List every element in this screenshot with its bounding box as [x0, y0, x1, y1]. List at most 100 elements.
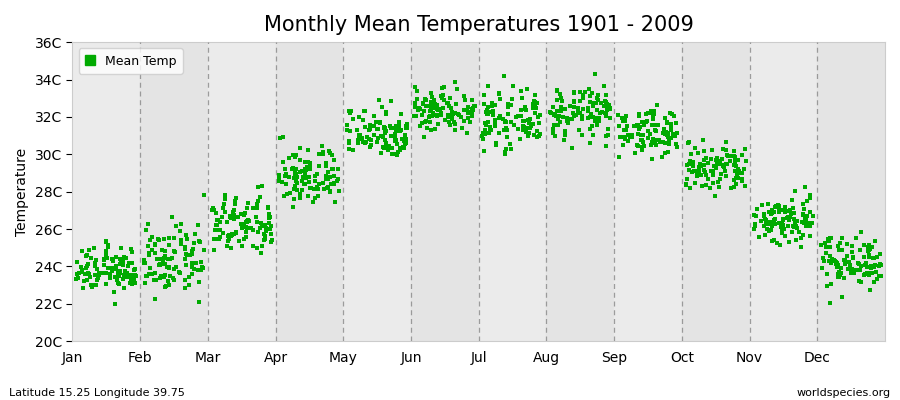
- Point: [480, 106, 494, 113]
- Point: [845, 266, 859, 272]
- Point: [782, 217, 796, 224]
- Point: [867, 279, 881, 285]
- Point: [649, 137, 663, 144]
- Point: [625, 132, 639, 138]
- Point: [173, 270, 187, 276]
- Point: [419, 96, 434, 103]
- Point: [142, 265, 157, 272]
- Point: [727, 161, 742, 168]
- Point: [444, 105, 458, 111]
- Point: [374, 104, 389, 110]
- Point: [364, 142, 379, 148]
- Point: [713, 160, 727, 166]
- Point: [783, 214, 797, 220]
- Point: [728, 168, 742, 174]
- Point: [394, 111, 409, 117]
- Point: [223, 212, 238, 219]
- Point: [567, 98, 581, 104]
- Point: [423, 108, 437, 114]
- Point: [477, 101, 491, 107]
- Point: [698, 155, 713, 162]
- Point: [158, 284, 172, 291]
- Point: [636, 132, 651, 138]
- Point: [324, 181, 338, 188]
- Point: [434, 112, 448, 118]
- Point: [870, 254, 885, 260]
- Point: [550, 108, 564, 114]
- Point: [526, 101, 540, 108]
- Point: [867, 254, 881, 261]
- Point: [868, 262, 882, 268]
- Point: [694, 162, 708, 169]
- Point: [822, 238, 836, 244]
- Point: [500, 125, 514, 131]
- Point: [119, 274, 133, 281]
- Point: [322, 148, 337, 154]
- Point: [77, 278, 92, 284]
- Point: [554, 104, 568, 110]
- Point: [767, 237, 781, 243]
- Point: [518, 106, 532, 113]
- Point: [182, 273, 196, 280]
- Point: [226, 212, 240, 218]
- Point: [842, 266, 856, 272]
- Point: [215, 229, 230, 236]
- Point: [764, 227, 778, 233]
- Point: [288, 154, 302, 161]
- Point: [369, 139, 383, 146]
- Point: [830, 264, 844, 270]
- Point: [634, 119, 649, 126]
- Point: [477, 120, 491, 126]
- Point: [640, 118, 654, 124]
- Point: [794, 234, 808, 241]
- Point: [724, 152, 738, 159]
- Point: [454, 114, 469, 120]
- Point: [321, 169, 336, 175]
- Point: [860, 270, 874, 276]
- Point: [655, 154, 670, 161]
- Point: [493, 112, 508, 119]
- Point: [308, 178, 322, 184]
- Point: [866, 255, 880, 261]
- Point: [656, 139, 670, 146]
- Point: [101, 265, 115, 271]
- Point: [860, 264, 875, 271]
- Point: [240, 205, 255, 212]
- Point: [98, 281, 112, 287]
- Point: [238, 223, 253, 230]
- Point: [753, 218, 768, 224]
- Point: [363, 144, 377, 150]
- Point: [98, 270, 112, 276]
- Point: [670, 143, 684, 150]
- Point: [251, 228, 266, 235]
- Point: [387, 125, 401, 131]
- Point: [286, 152, 301, 158]
- Point: [862, 252, 877, 258]
- Point: [852, 246, 867, 253]
- Point: [310, 186, 325, 193]
- Point: [567, 89, 581, 96]
- Point: [566, 110, 580, 116]
- Point: [377, 125, 392, 131]
- Point: [697, 162, 711, 168]
- Point: [522, 119, 536, 126]
- Point: [818, 244, 832, 250]
- Point: [631, 122, 645, 128]
- Point: [543, 109, 557, 115]
- Point: [108, 274, 122, 280]
- Point: [197, 192, 211, 198]
- Point: [375, 144, 390, 150]
- Point: [713, 160, 727, 167]
- Point: [153, 261, 167, 267]
- Point: [485, 112, 500, 118]
- Point: [467, 103, 482, 110]
- Point: [220, 242, 235, 249]
- Point: [302, 179, 316, 185]
- Point: [122, 272, 137, 278]
- Point: [735, 152, 750, 158]
- Point: [298, 166, 312, 172]
- Point: [778, 233, 792, 239]
- Point: [225, 232, 239, 238]
- Point: [377, 124, 392, 131]
- Point: [423, 102, 437, 109]
